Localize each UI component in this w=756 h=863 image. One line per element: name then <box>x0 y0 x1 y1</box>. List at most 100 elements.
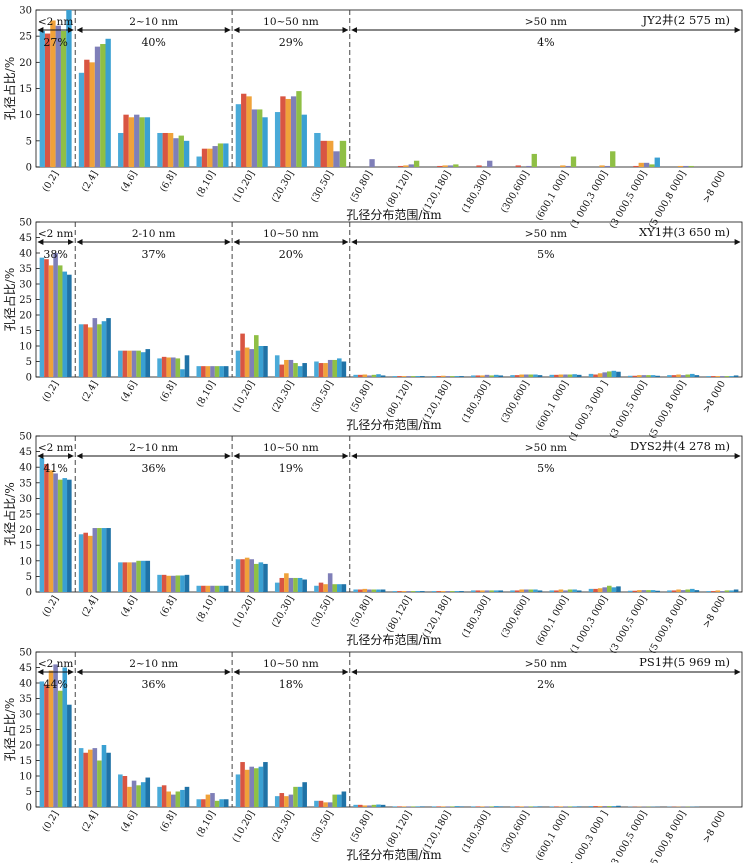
bar <box>641 375 647 377</box>
bar <box>127 562 132 592</box>
bar <box>484 374 490 377</box>
x-tick-label: (3 000,5 000] <box>608 169 650 231</box>
bar <box>83 752 88 807</box>
bar <box>489 806 494 807</box>
bar <box>123 114 129 167</box>
bar <box>560 165 566 167</box>
panel-title: JY2井(2 575 m) <box>642 13 730 27</box>
bar <box>616 586 621 592</box>
bar <box>205 794 211 807</box>
bar <box>362 588 368 592</box>
x-tick-label: (1 000,3 000] <box>568 594 610 656</box>
bar <box>60 30 67 167</box>
bar <box>685 374 691 377</box>
bar <box>293 577 298 592</box>
bar <box>258 766 264 807</box>
x-tick-label: >8 000 <box>701 169 728 205</box>
bar <box>498 375 504 377</box>
bar <box>78 324 84 377</box>
bar <box>459 376 464 377</box>
bar <box>549 590 555 592</box>
bar <box>519 374 524 377</box>
y-tick-label: 15 <box>19 541 32 552</box>
bar <box>480 375 485 377</box>
bar <box>415 591 421 592</box>
bar <box>44 684 49 807</box>
range-percent: 5% <box>537 462 554 475</box>
bar <box>297 366 303 377</box>
bar <box>39 30 45 167</box>
bar <box>337 358 342 377</box>
chart-panel: 0 5 10 15 20 25 30 35 40 45 50 孔径占比/% (0,2] (2,4] (4,6… <box>2 432 743 656</box>
bar <box>249 559 255 592</box>
bar <box>44 464 49 592</box>
bar <box>39 257 45 377</box>
bar <box>180 575 185 592</box>
bar <box>572 374 577 377</box>
bar <box>563 806 568 807</box>
bar <box>332 794 338 807</box>
range-label: >50 nm <box>525 442 567 454</box>
bar <box>720 376 725 377</box>
bar <box>420 806 425 807</box>
bar <box>440 806 446 807</box>
x-tick-label: (5 000,8 000] <box>647 809 689 863</box>
panel-title: PS1井(5 969 m) <box>639 655 730 669</box>
bar <box>205 366 211 377</box>
bar <box>627 590 633 592</box>
bar <box>39 457 45 592</box>
range-label: <2 nm <box>38 442 74 454</box>
bar <box>166 575 171 592</box>
bar <box>514 590 520 592</box>
x-tick-label: (600,1 000] <box>534 809 571 863</box>
bar <box>593 588 598 592</box>
bar <box>475 806 481 807</box>
bar <box>528 374 534 377</box>
bar <box>602 587 608 592</box>
bar <box>254 335 259 377</box>
bar <box>604 165 611 167</box>
bar <box>118 774 123 807</box>
bar <box>263 346 268 377</box>
bar <box>694 375 700 377</box>
bar <box>78 72 85 167</box>
bar <box>558 589 564 592</box>
bar <box>724 590 730 592</box>
bar <box>515 165 521 167</box>
bar <box>667 375 672 377</box>
bar <box>554 374 559 377</box>
y-tick-label: 0 <box>26 803 32 814</box>
bar <box>498 590 504 592</box>
bar <box>280 96 286 167</box>
bar <box>196 366 202 377</box>
y-tick-label: 0 <box>26 163 32 174</box>
bar <box>514 375 520 377</box>
bar <box>454 591 460 592</box>
y-tick-label: 45 <box>19 233 32 244</box>
x-tick-label: (3 000,5 000] <box>608 809 650 863</box>
y-tick-label: 30 <box>19 494 32 505</box>
bar <box>362 805 368 807</box>
bar <box>572 806 577 807</box>
bar <box>122 350 128 377</box>
bar <box>431 591 437 592</box>
bar <box>145 777 151 807</box>
bar <box>48 670 54 807</box>
bar <box>279 793 285 807</box>
bar <box>445 806 451 807</box>
bar <box>676 374 681 377</box>
bar <box>437 165 443 167</box>
bar <box>122 562 128 592</box>
bar <box>323 363 328 377</box>
bar <box>94 46 101 168</box>
bar <box>161 356 167 377</box>
bar <box>519 806 524 807</box>
bar <box>196 799 202 807</box>
bar <box>392 806 398 807</box>
bar <box>646 590 651 592</box>
x-tick-label: (4,6] <box>119 809 140 834</box>
bar <box>48 470 54 592</box>
bar <box>297 577 303 592</box>
bar <box>258 562 264 592</box>
bar <box>362 374 368 377</box>
